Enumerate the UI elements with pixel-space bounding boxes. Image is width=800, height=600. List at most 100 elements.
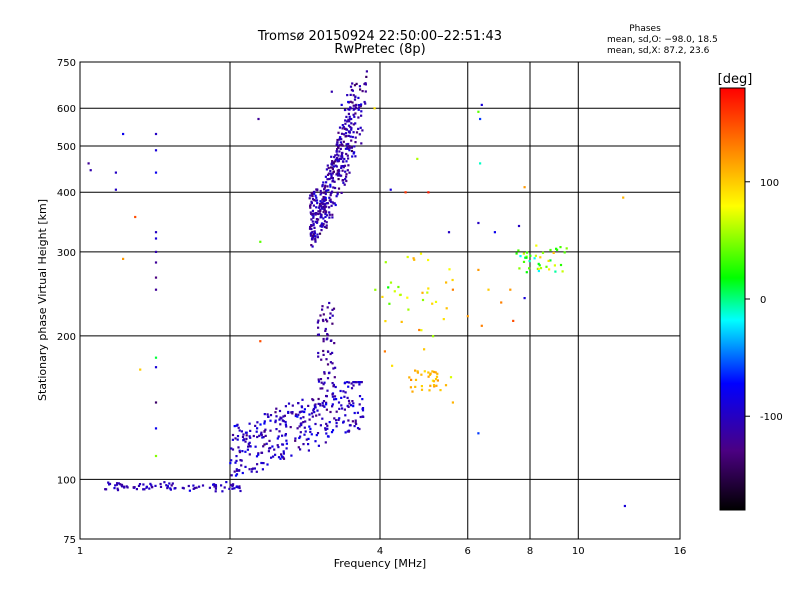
- data-point: [339, 389, 342, 393]
- data-point: [331, 163, 334, 166]
- data-point: [330, 200, 333, 203]
- data-point: [315, 188, 318, 191]
- data-point: [309, 225, 312, 229]
- data-point: [355, 106, 358, 109]
- data-point: [351, 155, 354, 158]
- data-point: [406, 255, 409, 259]
- data-point: [317, 351, 320, 355]
- axis-ticks: 1 2 4 6 8 10 16 75 100 200 300 400 500 600 750: [57, 58, 686, 557]
- data-point: [338, 150, 341, 153]
- data-point: [539, 267, 543, 270]
- data-point: [320, 205, 323, 208]
- data-point: [535, 244, 538, 247]
- data-point: [319, 189, 322, 193]
- data-point: [310, 218, 313, 221]
- data-point: [337, 172, 341, 175]
- data-point: [319, 209, 322, 213]
- data-point: [116, 487, 119, 490]
- data-point: [357, 127, 360, 130]
- data-point: [273, 448, 276, 451]
- data-point: [351, 89, 354, 92]
- data-point: [431, 370, 434, 373]
- data-point: [256, 435, 259, 439]
- data-point: [309, 430, 312, 433]
- data-point: [432, 335, 435, 338]
- data-point: [335, 422, 338, 425]
- data-point: [192, 487, 195, 490]
- data-point: [267, 415, 270, 418]
- data-point: [341, 407, 344, 410]
- data-point: [342, 125, 345, 129]
- data-point: [352, 405, 355, 408]
- data-point: [346, 396, 349, 399]
- data-point: [353, 84, 357, 87]
- data-point: [246, 448, 249, 451]
- data-point: [345, 115, 348, 118]
- data-point: [448, 268, 451, 271]
- data-point: [384, 320, 387, 323]
- data-point: [348, 146, 351, 149]
- data-point: [447, 231, 451, 234]
- data-point: [326, 173, 330, 176]
- data-point: [237, 486, 240, 489]
- data-point: [154, 237, 158, 240]
- data-point: [324, 196, 327, 199]
- data-point: [314, 220, 317, 223]
- data-point: [393, 290, 396, 293]
- data-point: [352, 402, 355, 405]
- data-point: [318, 413, 321, 416]
- data-point: [349, 135, 352, 138]
- data-point: [322, 340, 325, 343]
- data-point: [479, 162, 482, 165]
- data-point: [512, 319, 515, 322]
- data-point: [361, 398, 364, 401]
- data-point: [299, 410, 302, 413]
- data-point: [341, 179, 344, 182]
- data-point: [244, 431, 248, 434]
- data-point: [320, 358, 323, 361]
- data-point: [314, 212, 317, 215]
- data-point: [236, 435, 240, 438]
- data-point: [537, 269, 540, 273]
- data-point: [332, 385, 335, 388]
- data-point: [341, 144, 344, 147]
- data-point: [322, 337, 325, 341]
- data-point: [228, 487, 231, 490]
- data-point: [525, 256, 528, 259]
- data-point: [525, 271, 528, 274]
- data-point: [348, 115, 351, 118]
- data-point: [89, 169, 92, 172]
- data-point: [325, 168, 328, 171]
- data-point: [345, 152, 348, 156]
- data-point: [313, 192, 316, 195]
- data-point: [335, 165, 338, 168]
- data-point: [341, 155, 344, 158]
- data-point: [338, 138, 341, 141]
- data-point: [323, 381, 326, 384]
- data-point: [477, 268, 480, 271]
- data-point: [321, 305, 324, 308]
- data-point: [334, 160, 337, 163]
- data-point: [434, 300, 438, 303]
- data-point: [340, 153, 343, 156]
- data-point: [322, 196, 325, 199]
- data-point: [311, 415, 314, 418]
- data-point: [351, 420, 354, 423]
- data-point: [170, 484, 173, 487]
- data-point: [331, 216, 334, 219]
- data-point: [352, 94, 355, 97]
- data-point: [354, 112, 357, 115]
- data-point: [212, 483, 215, 486]
- data-point: [320, 381, 323, 384]
- data-point: [335, 398, 338, 401]
- data-point: [411, 390, 414, 393]
- data-point: [357, 381, 360, 384]
- data-point: [285, 439, 288, 442]
- data-point: [556, 248, 559, 251]
- data-point: [324, 199, 327, 202]
- data-point: [310, 234, 313, 237]
- data-point: [314, 199, 317, 202]
- data-point: [330, 339, 333, 342]
- data-point: [262, 436, 265, 439]
- data-point: [412, 257, 415, 260]
